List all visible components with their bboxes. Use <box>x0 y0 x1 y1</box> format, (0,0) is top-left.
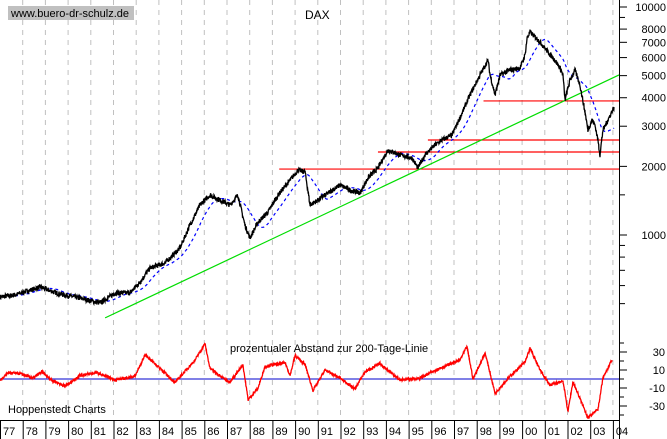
x-tick-label: 90 <box>298 426 310 438</box>
x-tick-label: 00 <box>525 426 537 438</box>
osc-y-tick-label: -30 <box>649 401 665 413</box>
x-tick-label: 85 <box>185 426 197 438</box>
x-tick-label: 87 <box>230 426 242 438</box>
x-tick-label: 92 <box>344 426 356 438</box>
watermark-text: www.buero-dr-schulz.de <box>10 8 129 20</box>
x-tick-label: 78 <box>26 426 38 438</box>
x-tick-label: 88 <box>253 426 265 438</box>
y-tick-label: 7000 <box>642 37 666 49</box>
x-tick-label: 95 <box>412 426 424 438</box>
trend-line-group <box>104 74 620 319</box>
price-line <box>0 29 615 307</box>
y-tick-label: 1000 <box>642 230 666 242</box>
x-tick-label: 86 <box>207 426 219 438</box>
y-tick-label: 5000 <box>642 71 666 83</box>
x-tick-label: 01 <box>548 426 560 438</box>
x-tick-label: 96 <box>434 426 446 438</box>
x-tick-label: 93 <box>366 426 378 438</box>
x-tick-label: 99 <box>502 426 514 438</box>
y-tick-label: 6000 <box>642 53 666 65</box>
y-tick-label: 3000 <box>642 121 666 133</box>
x-tick-label: 77 <box>3 426 15 438</box>
oscillator-group <box>0 342 619 420</box>
osc-y-tick-label: 10 <box>653 365 665 377</box>
x-tick-label: 97 <box>457 426 469 438</box>
watermark-background <box>8 6 134 20</box>
osc-y-tick-label: -10 <box>649 383 665 395</box>
x-tick-label: 04 <box>616 426 628 438</box>
oscillator-line <box>0 342 613 420</box>
grid <box>22 0 614 420</box>
x-tick-label: 02 <box>571 426 583 438</box>
oscillator-title: prozentualer Abstand zur 200-Tage-Linie <box>230 343 428 355</box>
trend-line <box>104 74 620 319</box>
x-tick-label: 82 <box>117 426 129 438</box>
series-group <box>0 29 615 307</box>
x-tick-label: 83 <box>139 426 151 438</box>
x-tick-label: 94 <box>389 426 401 438</box>
x-tick-label: 80 <box>71 426 83 438</box>
horizontal-lines <box>279 100 619 170</box>
x-tick-label: 81 <box>94 426 106 438</box>
x-tick-label: 79 <box>48 426 60 438</box>
source-label: Hoppenstedt Charts <box>8 404 106 416</box>
x-tick-label: 84 <box>162 426 174 438</box>
x-tick-label: 98 <box>480 426 492 438</box>
osc-y-tick-label: 30 <box>653 347 665 359</box>
y-tick-label: 4000 <box>642 93 666 105</box>
x-tick-label: 89 <box>275 426 287 438</box>
y-tick-label: 10000 <box>635 2 666 14</box>
x-tick-label: 91 <box>321 426 333 438</box>
y-tick-label: 2000 <box>642 161 666 173</box>
y-tick-label: 8000 <box>642 24 666 36</box>
x-tick-label: 03 <box>593 426 605 438</box>
chart-title: DAX <box>305 8 330 22</box>
